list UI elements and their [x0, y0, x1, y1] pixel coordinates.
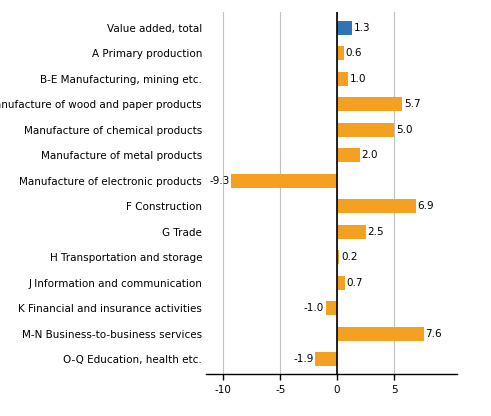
Text: -1.9: -1.9 [294, 354, 314, 364]
Bar [337, 199, 416, 213]
Text: 0.6: 0.6 [346, 48, 362, 58]
Text: 5.0: 5.0 [396, 125, 412, 135]
Text: 2.0: 2.0 [361, 150, 378, 160]
Bar [337, 276, 345, 290]
Text: 5.7: 5.7 [404, 99, 420, 109]
Bar [337, 250, 339, 264]
Text: 0.2: 0.2 [341, 252, 357, 262]
Text: 1.3: 1.3 [354, 23, 370, 33]
Bar [316, 352, 337, 366]
Bar [337, 97, 402, 111]
Bar [231, 174, 337, 188]
Text: -9.3: -9.3 [209, 176, 230, 186]
Bar [337, 46, 344, 60]
Text: 2.5: 2.5 [367, 227, 384, 237]
Text: 1.0: 1.0 [350, 74, 367, 84]
Bar [337, 148, 360, 162]
Bar [326, 301, 337, 315]
Bar [337, 327, 424, 341]
Bar [337, 123, 394, 137]
Text: -1.0: -1.0 [304, 303, 324, 313]
Bar [337, 72, 349, 86]
Text: 7.6: 7.6 [425, 329, 442, 339]
Bar [337, 21, 352, 35]
Text: 6.9: 6.9 [417, 201, 434, 211]
Text: 0.7: 0.7 [347, 277, 363, 287]
Bar [337, 225, 366, 239]
